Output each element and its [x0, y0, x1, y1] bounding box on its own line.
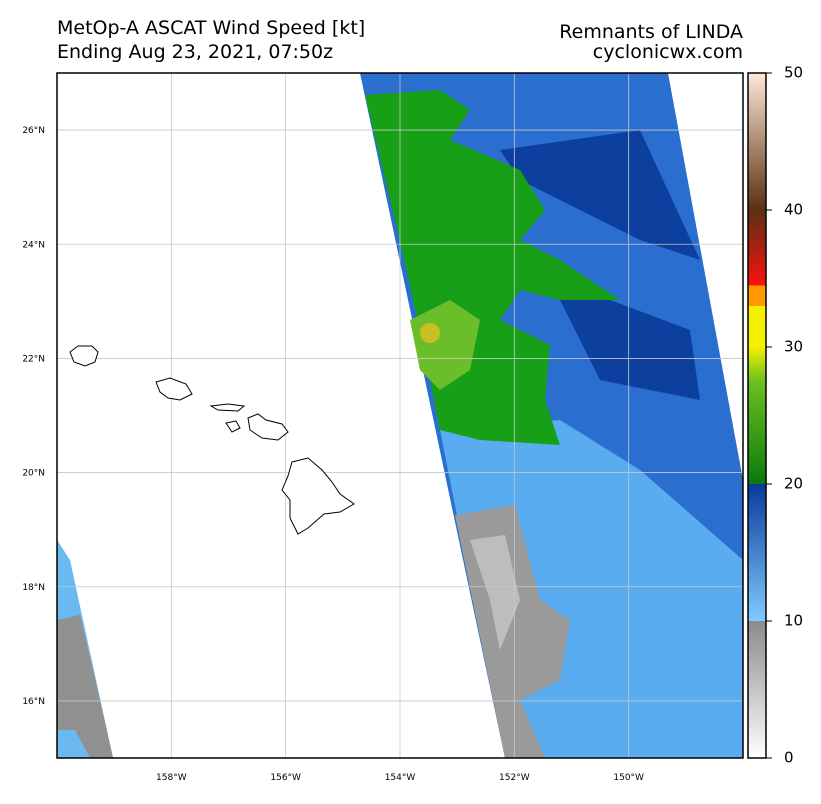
dark-blue — [500, 280, 700, 400]
title: MetOp-A ASCAT Wind Speed [kt] — [57, 17, 365, 39]
y-tick-label: 24°N — [22, 240, 45, 250]
lanai — [225, 420, 241, 433]
grid: 158°W 156°W 154°W 152°W 150°W 16°N 18°N 20°N 22°… — [22, 73, 743, 783]
y-tick-label: 18°N — [22, 583, 45, 593]
source: cyclonicwx.com — [593, 41, 743, 63]
gray-west — [57, 615, 113, 758]
colorbar-ticks: 0 10 20 30 40 50 — [766, 64, 803, 767]
colorbar-label: 10 — [784, 612, 803, 630]
colorbar-label: 50 — [784, 64, 803, 82]
low-wind — [470, 535, 520, 650]
y-tick-label: 16°N — [22, 697, 45, 707]
big-island — [281, 457, 355, 535]
molokai — [209, 403, 246, 412]
x-tick-label: 156°W — [270, 773, 301, 783]
x-tick-label: 158°W — [156, 773, 187, 783]
x-tick-label: 154°W — [385, 773, 416, 783]
light-green — [410, 300, 480, 390]
y-tick-label: 20°N — [22, 469, 45, 479]
x-tick-label: 152°W — [499, 773, 530, 783]
colorbar-label: 20 — [784, 475, 803, 493]
map-frame — [56, 72, 744, 759]
x-tick-label: 150°W — [613, 773, 644, 783]
colorbar-label: 0 — [784, 749, 794, 767]
subtitle: Ending Aug 23, 2021, 07:50z — [57, 41, 333, 63]
oahu — [155, 377, 193, 401]
colorbar-label: 40 — [784, 201, 803, 219]
maui — [247, 413, 289, 441]
colorbar-label: 30 — [784, 338, 803, 356]
max-wind — [420, 323, 440, 343]
islands — [69, 345, 355, 535]
kauai — [69, 345, 99, 367]
y-tick-label: 22°N — [22, 354, 45, 364]
colorbar — [747, 72, 767, 759]
dark-blue — [500, 130, 700, 260]
storm-name: Remnants of LINDA — [559, 21, 743, 43]
y-tick-label: 26°N — [22, 126, 45, 136]
